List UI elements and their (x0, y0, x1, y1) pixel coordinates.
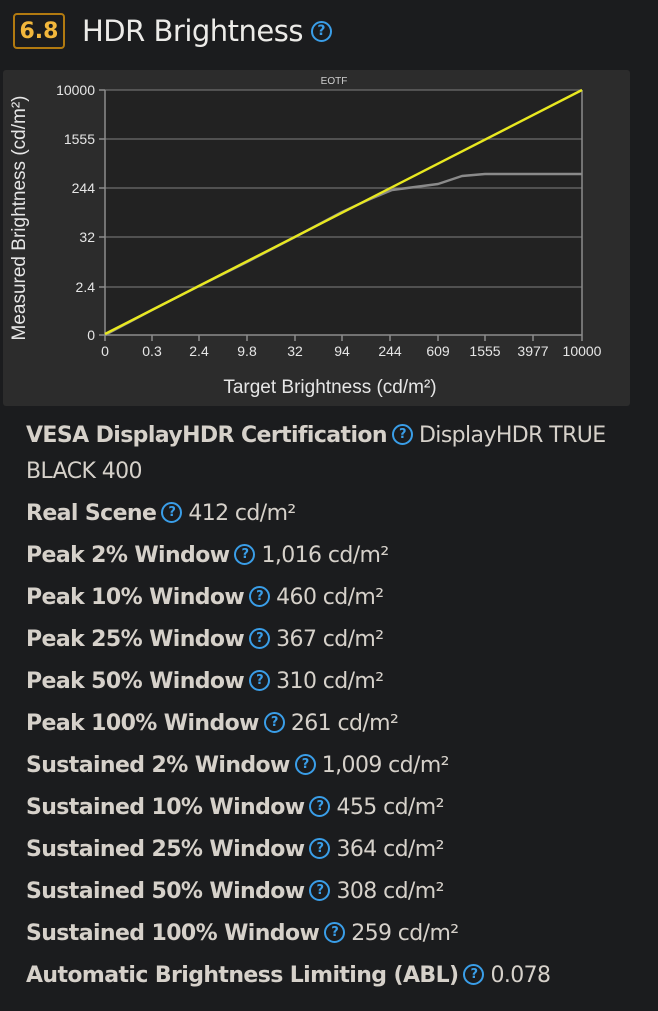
section-header: 6.8 HDR Brightness ? (13, 13, 332, 49)
svg-text:1555: 1555 (469, 343, 500, 359)
y-tick-labels: 10000 1555 244 32 2.4 0 (56, 82, 95, 343)
question-circle-icon[interactable]: ? (309, 837, 331, 859)
question-circle-icon[interactable]: ? (310, 20, 332, 42)
question-circle-icon[interactable]: ? (161, 501, 183, 523)
spec-row-peak-10: Peak 10% Window? 460 cd/m² (26, 585, 384, 610)
spec-row-sustained-25: Sustained 25% Window? 364 cd/m² (26, 837, 444, 862)
svg-text:0.3: 0.3 (142, 343, 162, 359)
spec-row-real-scene: Real Scene? 412 cd/m² (26, 501, 296, 526)
svg-text:10000: 10000 (563, 343, 602, 359)
spec-row-sustained-100: Sustained 100% Window? 259 cd/m² (26, 921, 459, 946)
spec-list: VESA DisplayHDR Certification? DisplayHDR… (26, 418, 636, 997)
spec-row-vesa-certification: VESA DisplayHDR Certification? DisplayHDR… (26, 423, 606, 484)
spec-row-sustained-2: Sustained 2% Window? 1,009 cd/m² (26, 753, 449, 778)
spec-row-abl: Automatic Brightness Limiting (ABL)? 0.07… (26, 963, 551, 988)
spec-row-sustained-50: Sustained 50% Window? 308 cd/m² (26, 879, 444, 904)
axes (99, 89, 583, 341)
question-circle-icon[interactable]: ? (249, 627, 271, 649)
score-badge: 6.8 (13, 13, 65, 49)
question-circle-icon[interactable]: ? (294, 753, 316, 775)
question-circle-icon[interactable]: ? (249, 585, 271, 607)
svg-text:244: 244 (72, 180, 96, 196)
eotf-chart: EOTF 10000 1555 244 32 2.4 0 0 0.3 2.4 9… (3, 70, 630, 406)
svg-text:0: 0 (101, 343, 109, 359)
question-circle-icon[interactable]: ? (309, 879, 331, 901)
svg-text:94: 94 (334, 343, 350, 359)
x-tick-labels: 0 0.3 2.4 9.8 32 94 244 609 1555 3977 10… (101, 343, 602, 359)
question-circle-icon[interactable]: ? (249, 669, 271, 691)
svg-text:32: 32 (287, 343, 303, 359)
svg-text:0: 0 (87, 327, 95, 343)
question-circle-icon[interactable]: ? (391, 423, 413, 445)
question-circle-icon[interactable]: ? (234, 543, 256, 565)
gridlines (105, 89, 582, 288)
section-title: HDR Brightness (82, 14, 303, 48)
svg-text:3977: 3977 (517, 343, 548, 359)
question-circle-icon[interactable]: ? (324, 921, 346, 943)
svg-text:2.4: 2.4 (76, 279, 96, 295)
question-circle-icon[interactable]: ? (263, 711, 285, 733)
spec-row-peak-25: Peak 25% Window? 367 cd/m² (26, 627, 384, 652)
svg-text:2.4: 2.4 (189, 343, 209, 359)
svg-text:609: 609 (426, 343, 450, 359)
chart-title: EOTF (321, 76, 348, 87)
svg-text:9.8: 9.8 (237, 343, 257, 359)
spec-row-peak-2: Peak 2% Window? 1,016 cd/m² (26, 543, 389, 568)
x-axis-label: Target Brightness (cd/m²) (223, 377, 436, 398)
question-circle-icon[interactable]: ? (309, 795, 331, 817)
y-axis-label: Measured Brightness (cd/m²) (9, 96, 30, 341)
svg-text:244: 244 (378, 343, 402, 359)
question-circle-icon[interactable]: ? (463, 963, 485, 985)
target-series-line (104, 88, 583, 336)
svg-text:10000: 10000 (56, 82, 95, 98)
spec-row-sustained-10: Sustained 10% Window? 455 cd/m² (26, 795, 444, 820)
spec-row-peak-100: Peak 100% Window? 261 cd/m² (26, 711, 399, 736)
spec-row-peak-50: Peak 50% Window? 310 cd/m² (26, 669, 384, 694)
svg-text:32: 32 (79, 229, 95, 245)
svg-text:1555: 1555 (64, 131, 95, 147)
